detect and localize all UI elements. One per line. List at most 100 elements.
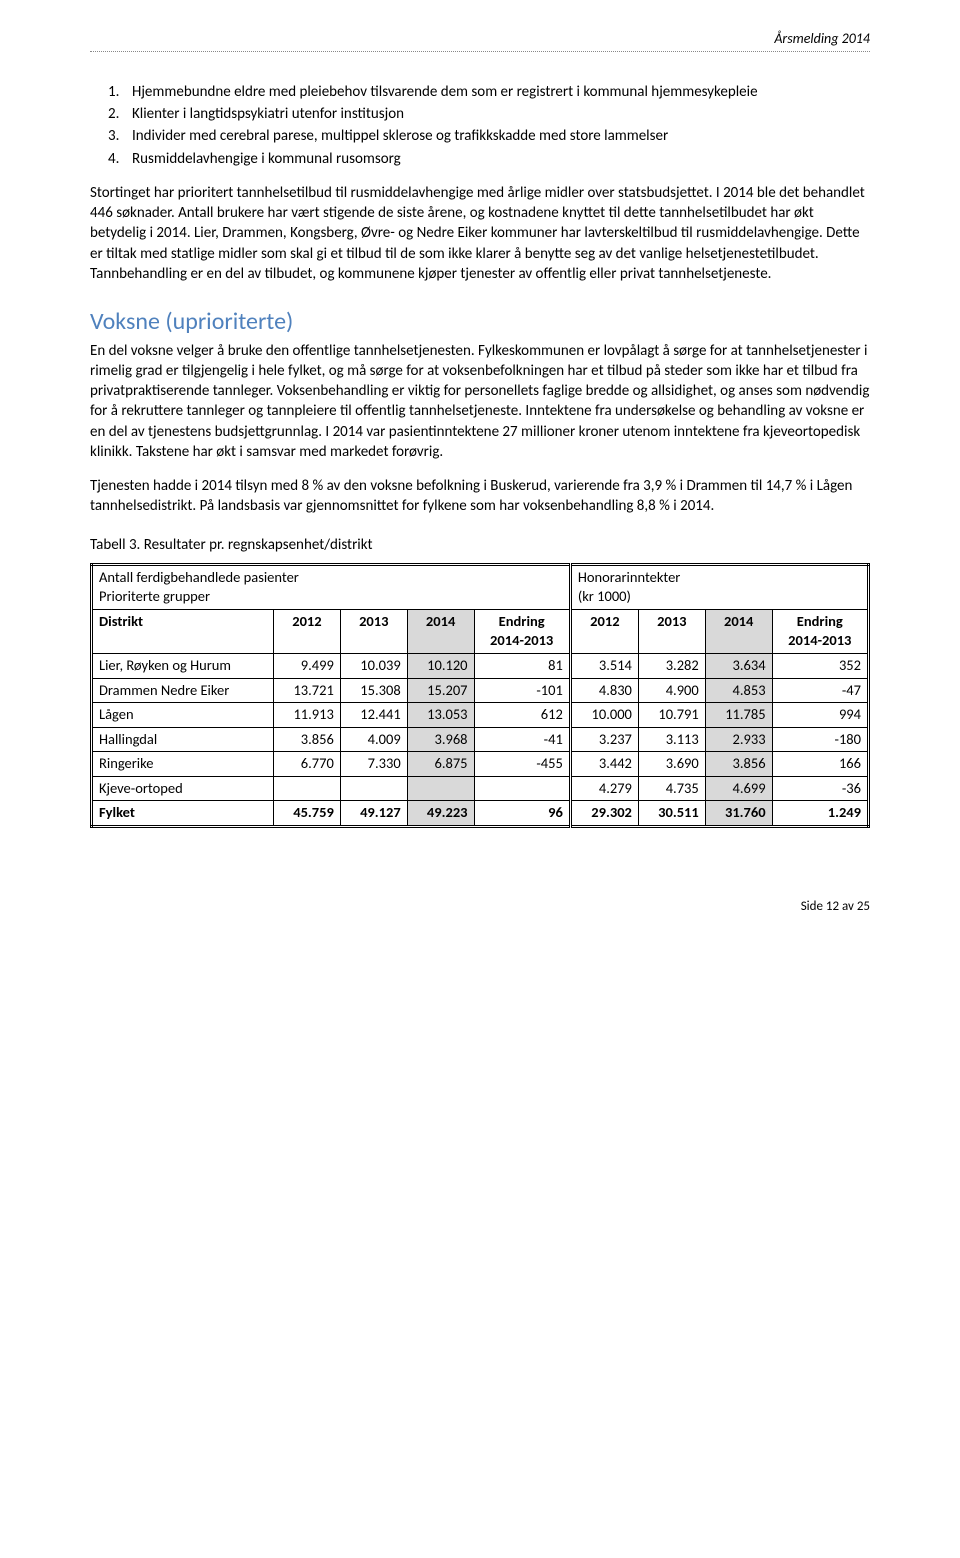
cell: 4.735 [638,776,705,801]
cell [474,776,570,801]
cell: 49.223 [407,801,474,827]
cell: 96 [474,801,570,827]
cell: 166 [772,752,868,777]
cell: -455 [474,752,570,777]
cell: 2.933 [705,727,772,752]
list-item: 1.Hjemmebundne eldre med pleiebehov tils… [90,82,870,102]
cell: 11.785 [705,703,772,728]
cell: 612 [474,703,570,728]
cell: -36 [772,776,868,801]
cell: 10.039 [340,654,407,679]
col-year: 2014 [407,609,474,653]
cell: 6.875 [407,752,474,777]
results-table: Antall ferdigbehandlede pasienter Priori… [90,563,870,828]
table-left-block-header: Antall ferdigbehandlede pasienter Priori… [92,564,571,609]
cell [407,776,474,801]
cell: 3.442 [570,752,638,777]
cell: -41 [474,727,570,752]
cell: 11.913 [274,703,341,728]
right-header-line1: Honorarinntekter [578,568,681,586]
table-superheader-row: Antall ferdigbehandlede pasienter Priori… [92,564,869,609]
list-num: 1. [90,82,132,102]
cell: 81 [474,654,570,679]
cell: 45.759 [274,801,341,827]
table-row: Drammen Nedre Eiker 13.721 15.308 15.207… [92,678,869,703]
cell: -101 [474,678,570,703]
cell: -180 [772,727,868,752]
cell: 3.690 [638,752,705,777]
row-name: Fylket [92,801,274,827]
table-row: Ringerike 6.770 7.330 6.875 -455 3.442 3… [92,752,869,777]
row-name: Kjeve-ortoped [92,776,274,801]
col-year: 2014 [705,609,772,653]
page-footer: Side 12 av 25 [90,898,870,916]
paragraph-stortinget: Stortinget har prioritert tannhelsetilbu… [90,183,870,284]
row-name: Drammen Nedre Eiker [92,678,274,703]
endring-line1: Endring [797,612,843,630]
cell: 4.900 [638,678,705,703]
cell: 3.634 [705,654,772,679]
cell: 4.699 [705,776,772,801]
cell: 3.237 [570,727,638,752]
row-name: Lågen [92,703,274,728]
cell: 10.120 [407,654,474,679]
cell: 3.282 [638,654,705,679]
list-text: Rusmiddelavhengige i kommunal rusomsorg [132,149,870,169]
row-name: Lier, Røyken og Hurum [92,654,274,679]
row-name: Hallingdal [92,727,274,752]
list-num: 2. [90,104,132,124]
list-item: 4.Rusmiddelavhengige i kommunal rusomsor… [90,149,870,169]
cell: 7.330 [340,752,407,777]
cell [274,776,341,801]
col-year: 2013 [340,609,407,653]
table-header-row: Distrikt 2012 2013 2014 Endring 2014-201… [92,609,869,653]
cell: 13.721 [274,678,341,703]
cell: 3.968 [407,727,474,752]
cell: 12.441 [340,703,407,728]
col-distrikt: Distrikt [92,609,274,653]
cell: 4.830 [570,678,638,703]
table-row: Lier, Røyken og Hurum 9.499 10.039 10.12… [92,654,869,679]
table-row: Lågen 11.913 12.441 13.053 612 10.000 10… [92,703,869,728]
section-heading-voksne: Voksne (uprioriterte) [90,306,870,338]
numbered-list: 1.Hjemmebundne eldre med pleiebehov tils… [90,82,870,169]
list-text: Individer med cerebral parese, multippel… [132,126,870,146]
list-item: 2.Klienter i langtidspsykiatri utenfor i… [90,104,870,124]
endring-line2: 2014-2013 [788,631,851,649]
cell: -47 [772,678,868,703]
cell [340,776,407,801]
endring-line1: Endring [499,612,545,630]
cell: 10.000 [570,703,638,728]
cell: 15.207 [407,678,474,703]
cell: 4.009 [340,727,407,752]
cell: 4.279 [570,776,638,801]
table-title: Tabell 3. Resultater pr. regnskapsenhet/… [90,535,870,555]
right-header-line2: (kr 1000) [578,587,631,605]
cell: 1.249 [772,801,868,827]
cell: 6.770 [274,752,341,777]
cell: 29.302 [570,801,638,827]
col-year: 2012 [570,609,638,653]
list-text: Klienter i langtidspsykiatri utenfor ins… [132,104,870,124]
list-text: Hjemmebundne eldre med pleiebehov tilsva… [132,82,870,102]
cell: 10.791 [638,703,705,728]
cell: 4.853 [705,678,772,703]
header-title: Årsmelding 2014 [774,30,870,47]
left-header-line1: Antall ferdigbehandlede pasienter [99,568,299,586]
cell: 31.760 [705,801,772,827]
cell: 13.053 [407,703,474,728]
table-total-row: Fylket 45.759 49.127 49.223 96 29.302 30… [92,801,869,827]
cell: 15.308 [340,678,407,703]
col-year: 2012 [274,609,341,653]
left-header-line2: Prioriterte grupper [99,587,210,605]
cell: 994 [772,703,868,728]
table-row: Hallingdal 3.856 4.009 3.968 -41 3.237 3… [92,727,869,752]
col-year: 2013 [638,609,705,653]
cell: 49.127 [340,801,407,827]
col-endring: Endring 2014-2013 [772,609,868,653]
paragraph-voksne-b: Tjenesten hadde i 2014 tilsyn med 8 % av… [90,476,870,517]
cell: 3.856 [705,752,772,777]
cell: 3.113 [638,727,705,752]
cell: 3.856 [274,727,341,752]
cell: 352 [772,654,868,679]
